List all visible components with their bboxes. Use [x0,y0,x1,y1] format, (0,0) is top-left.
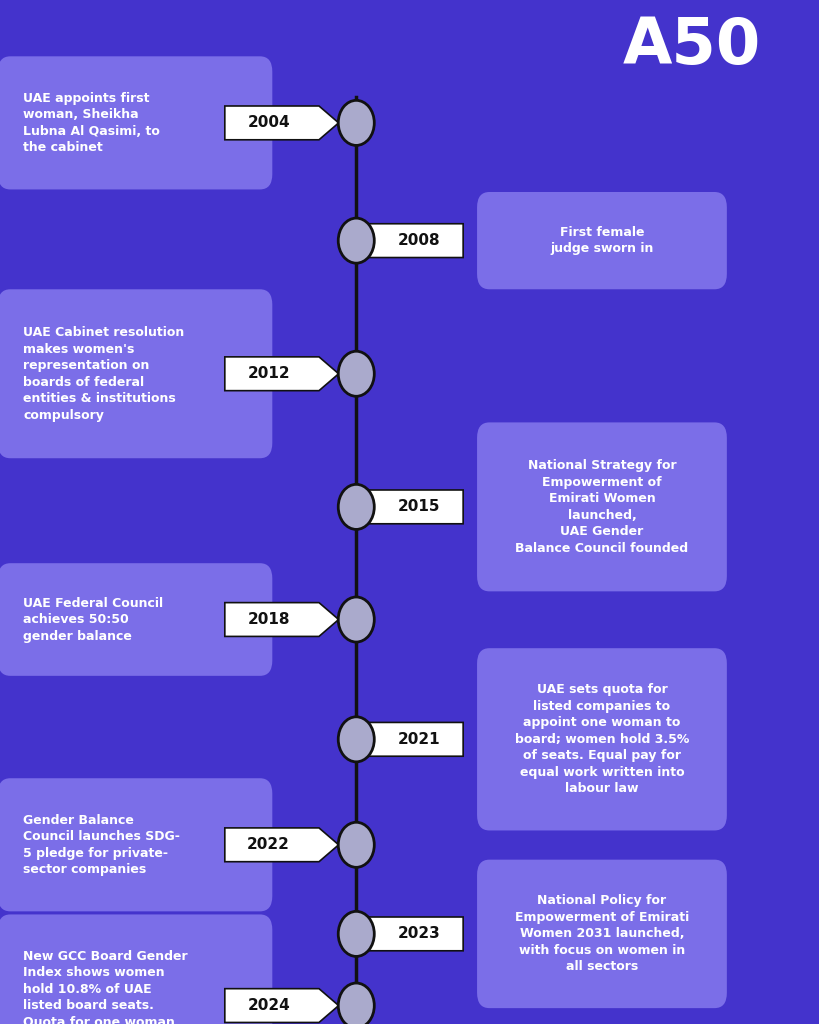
FancyBboxPatch shape [0,289,272,459]
Text: 2021: 2021 [398,732,441,746]
Polygon shape [224,989,339,1022]
Text: Gender Balance
Council launches SDG-
5 pledge for private-
sector companies: Gender Balance Council launches SDG- 5 p… [24,813,180,877]
FancyBboxPatch shape [477,648,727,830]
Circle shape [338,822,374,867]
Polygon shape [349,224,464,257]
Circle shape [338,484,374,529]
Text: A50: A50 [623,15,761,77]
Circle shape [338,218,374,263]
Text: UAE appoints first
woman, Sheikha
Lubna Al Qasimi, to
the cabinet: UAE appoints first woman, Sheikha Lubna … [24,91,161,155]
Circle shape [338,983,374,1024]
Polygon shape [224,106,339,139]
Circle shape [338,351,374,396]
Text: 2022: 2022 [247,838,290,852]
FancyBboxPatch shape [0,914,272,1024]
FancyBboxPatch shape [477,860,727,1008]
Text: UAE Federal Council
achieves 50:50
gender balance: UAE Federal Council achieves 50:50 gende… [24,597,164,642]
Text: UAE sets quota for
listed companies to
appoint one woman to
board; women hold 3.: UAE sets quota for listed companies to a… [515,683,689,796]
Circle shape [338,911,374,956]
Text: First female
judge sworn in: First female judge sworn in [550,226,654,255]
FancyBboxPatch shape [0,56,272,189]
Text: New GCC Board Gender
Index shows women
hold 10.8% of UAE
listed board seats.
Quo: New GCC Board Gender Index shows women h… [24,949,188,1024]
Text: 2004: 2004 [247,116,290,130]
Polygon shape [224,827,339,862]
Circle shape [338,597,374,642]
Text: National Policy for
Empowerment of Emirati
Women 2031 launched,
with focus on wo: National Policy for Empowerment of Emira… [515,894,689,974]
Text: 2015: 2015 [398,500,441,514]
FancyBboxPatch shape [477,422,727,592]
Text: UAE Cabinet resolution
makes women's
representation on
boards of federal
entitie: UAE Cabinet resolution makes women's rep… [24,326,184,422]
Text: National Strategy for
Empowerment of
Emirati Women
launched,
UAE Gender
Balance : National Strategy for Empowerment of Emi… [515,459,689,555]
Polygon shape [224,602,339,636]
Text: 2023: 2023 [398,927,441,941]
Text: 2018: 2018 [247,612,290,627]
Circle shape [338,100,374,145]
Text: 2008: 2008 [398,233,441,248]
Polygon shape [349,490,464,524]
Polygon shape [224,357,339,390]
Polygon shape [349,918,464,950]
FancyBboxPatch shape [477,193,727,289]
Polygon shape [349,723,464,756]
FancyBboxPatch shape [0,563,272,676]
Circle shape [338,717,374,762]
Text: 2012: 2012 [247,367,290,381]
Text: 2024: 2024 [247,998,290,1013]
FancyBboxPatch shape [0,778,272,911]
